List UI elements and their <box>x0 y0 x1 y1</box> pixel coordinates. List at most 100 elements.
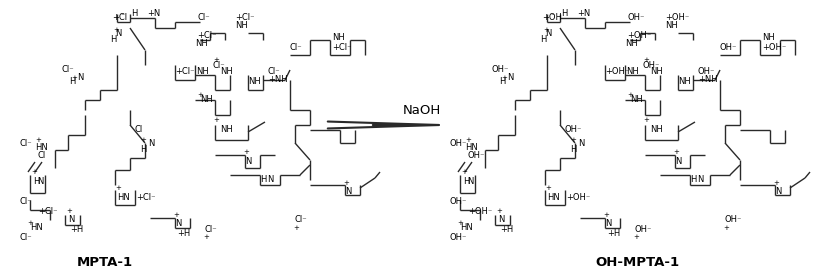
Text: +: + <box>633 234 639 240</box>
Text: N: N <box>697 176 703 184</box>
Text: +N: +N <box>577 9 590 19</box>
Text: NH: NH <box>650 125 663 135</box>
Text: +: + <box>35 137 41 143</box>
Text: HN: HN <box>465 143 478 153</box>
Text: OH⁻: OH⁻ <box>492 65 509 75</box>
Text: H: H <box>69 78 75 86</box>
Text: +: + <box>71 75 77 81</box>
Text: +: + <box>723 225 729 231</box>
Text: N: N <box>605 219 611 229</box>
Text: NH: NH <box>630 96 643 104</box>
Text: OH⁻: OH⁻ <box>725 216 743 224</box>
Text: ⁻: ⁻ <box>121 13 125 19</box>
Text: +NH: +NH <box>268 76 288 84</box>
Text: H: H <box>131 9 137 19</box>
Text: H: H <box>540 35 547 45</box>
Text: +: + <box>461 169 467 175</box>
Text: +Cl⁻: +Cl⁻ <box>175 68 194 76</box>
Text: NH: NH <box>650 68 663 76</box>
Text: N: N <box>267 176 274 184</box>
Text: +OH⁻: +OH⁻ <box>468 207 493 217</box>
Text: +: + <box>643 117 649 123</box>
Text: N: N <box>175 219 181 229</box>
Text: +: + <box>496 208 502 214</box>
Text: Cl⁻: Cl⁻ <box>213 60 225 70</box>
Text: N: N <box>77 73 83 83</box>
Text: N: N <box>148 138 154 147</box>
Text: NH: NH <box>678 78 690 86</box>
Text: +: + <box>66 208 72 214</box>
Text: +Cl⁻: +Cl⁻ <box>235 14 255 22</box>
Text: +Cl⁻: +Cl⁻ <box>38 207 57 217</box>
Text: Cl⁻: Cl⁻ <box>20 198 33 206</box>
Text: HN: HN <box>117 193 130 201</box>
Text: N: N <box>467 178 473 186</box>
Text: +OH⁻: +OH⁻ <box>665 14 690 22</box>
Text: OH⁻: OH⁻ <box>643 60 660 70</box>
Text: +OH⁻: +OH⁻ <box>566 193 590 201</box>
Text: NH: NH <box>196 68 209 76</box>
Text: H: H <box>140 145 146 155</box>
Text: +: + <box>627 92 633 98</box>
Text: +Cl⁻: +Cl⁻ <box>136 193 155 201</box>
Text: Cl⁻: Cl⁻ <box>290 42 302 52</box>
Text: +: + <box>115 185 121 191</box>
Text: HN: HN <box>460 224 473 232</box>
Text: H: H <box>463 178 470 186</box>
Text: +: + <box>457 220 463 226</box>
Text: NH: NH <box>195 40 208 48</box>
Text: N: N <box>37 178 43 186</box>
Text: +: + <box>293 225 299 231</box>
Text: H: H <box>33 178 39 186</box>
Text: NH: NH <box>762 34 775 42</box>
Text: +: + <box>213 57 219 63</box>
Text: HN: HN <box>547 193 560 201</box>
Text: Cl⁻: Cl⁻ <box>20 138 33 147</box>
Text: +: + <box>465 137 471 143</box>
Text: NH: NH <box>220 125 233 135</box>
Text: Cl: Cl <box>38 152 47 160</box>
Text: OH-MPTA-1: OH-MPTA-1 <box>595 255 679 268</box>
Text: NH: NH <box>235 22 248 30</box>
Text: +: + <box>643 57 649 63</box>
Text: +: + <box>545 185 551 191</box>
Text: +H: +H <box>177 229 190 237</box>
Text: OH⁻: OH⁻ <box>628 14 645 22</box>
Text: N: N <box>345 186 351 196</box>
Text: N: N <box>245 158 252 166</box>
Text: +N: +N <box>147 9 160 19</box>
Text: OH⁻: OH⁻ <box>698 68 716 76</box>
Text: +: + <box>603 212 609 218</box>
Text: OH⁻: OH⁻ <box>720 42 738 52</box>
Text: +: + <box>140 137 146 143</box>
Text: HN: HN <box>30 224 42 232</box>
Text: +: + <box>173 212 179 218</box>
Text: ⁻: ⁻ <box>551 13 555 19</box>
Text: Cl⁻: Cl⁻ <box>205 225 217 235</box>
Text: +: + <box>343 180 349 186</box>
Text: NH: NH <box>248 78 261 86</box>
Text: +: + <box>673 149 679 155</box>
Text: H: H <box>561 9 567 19</box>
Text: +: + <box>113 27 119 33</box>
Text: +OH⁻: +OH⁻ <box>605 68 629 76</box>
Text: H: H <box>110 35 116 45</box>
Text: N: N <box>675 158 681 166</box>
Text: NH: NH <box>626 68 639 76</box>
Text: +: + <box>197 92 203 98</box>
Text: N: N <box>545 29 551 39</box>
Text: H: H <box>499 78 506 86</box>
Text: +: + <box>213 117 219 123</box>
Text: OH⁻: OH⁻ <box>468 152 485 160</box>
Text: N: N <box>578 138 584 147</box>
Text: +H: +H <box>500 225 513 235</box>
Text: N: N <box>115 29 122 39</box>
Text: +OH⁻: +OH⁻ <box>762 42 786 52</box>
Text: +OH: +OH <box>542 14 562 22</box>
Text: H: H <box>570 145 576 155</box>
Text: OH⁻: OH⁻ <box>450 198 467 206</box>
Text: Cl⁻: Cl⁻ <box>295 216 308 224</box>
Text: +Cl⁻: +Cl⁻ <box>197 32 217 40</box>
Text: OH⁻: OH⁻ <box>450 232 467 242</box>
Text: H: H <box>260 176 266 184</box>
